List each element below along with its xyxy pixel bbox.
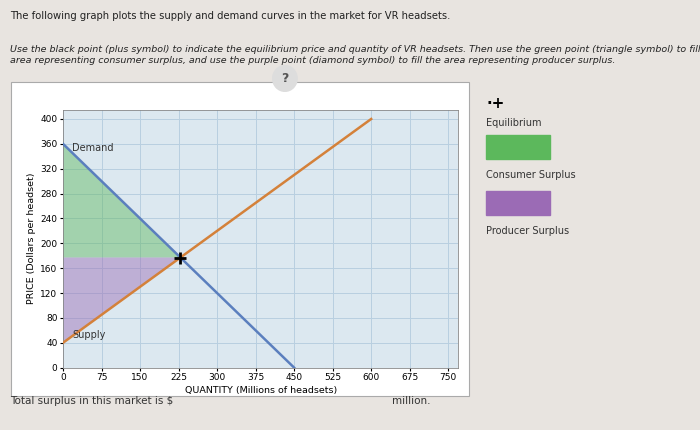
Text: Producer Surplus: Producer Surplus [486,226,570,237]
Text: The following graph plots the supply and demand curves in the market for VR head: The following graph plots the supply and… [10,11,451,21]
Text: Demand: Demand [72,143,113,154]
X-axis label: QUANTITY (Millions of headsets): QUANTITY (Millions of headsets) [185,387,337,395]
Text: Total surplus in this market is $: Total surplus in this market is $ [10,396,174,406]
Polygon shape [63,144,181,258]
Text: Equilibrium: Equilibrium [486,117,542,128]
Text: million.: million. [392,396,430,406]
Y-axis label: PRICE (Dollars per headset): PRICE (Dollars per headset) [27,173,36,304]
Text: ?: ? [281,72,288,85]
Text: Use the black point (plus symbol) to indicate the equilibrium price and quantity: Use the black point (plus symbol) to ind… [10,45,700,64]
Polygon shape [63,258,181,343]
Circle shape [273,66,297,91]
Text: ·+: ·+ [486,96,505,111]
Text: Consumer Surplus: Consumer Surplus [486,170,576,181]
Text: Supply: Supply [72,330,106,340]
